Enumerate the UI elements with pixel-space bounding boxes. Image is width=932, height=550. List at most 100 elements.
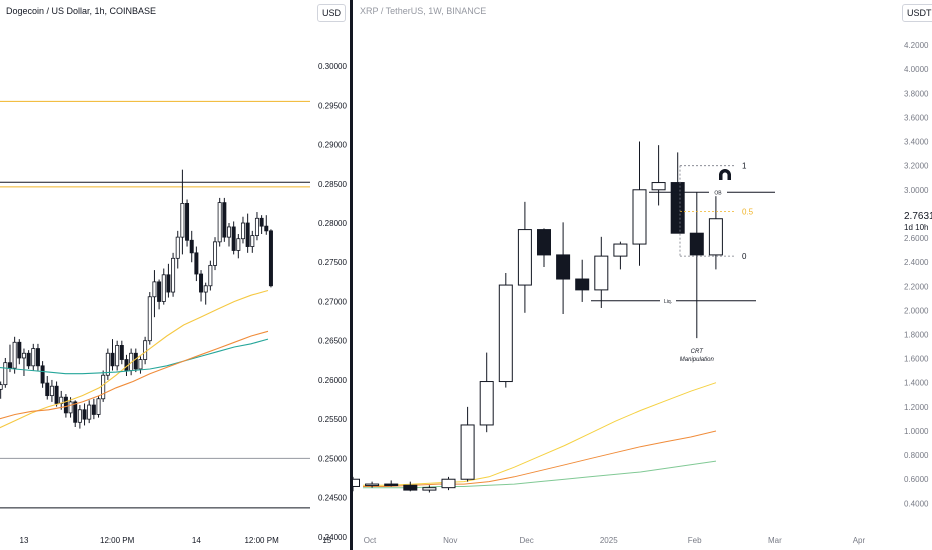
candle-body [68, 401, 73, 414]
candle-body [161, 274, 166, 302]
right-chart-title: XRP / TetherUS, 1W, BINANCE [360, 6, 487, 16]
range-high-label: 1 [742, 162, 747, 171]
y-axis-tick-label: 0.6000 [904, 475, 929, 484]
y-axis-tick-label: 0.4000 [904, 499, 929, 508]
y-axis-tick-label: 2.6000 [904, 234, 929, 243]
liquidity-label: Liq. [664, 299, 672, 305]
last-price-backdrop [902, 206, 932, 233]
candle-body [21, 352, 26, 359]
x-axis-tick-label: Dec [520, 536, 534, 545]
moving-average-line [0, 289, 269, 429]
x-axis-tick-label: 2025 [600, 536, 618, 545]
candle-body [91, 404, 96, 415]
magnet-marker-shape [719, 169, 731, 180]
candle-body [3, 362, 8, 386]
bar-countdown-label: 1d 10h [904, 223, 929, 232]
y-axis-tick-label: 0.29000 [318, 141, 347, 150]
y-axis-tick-label: 0.27000 [318, 297, 347, 306]
candle-body [166, 274, 171, 293]
candle-body [17, 341, 22, 359]
y-axis-tick-label: 3.0000 [904, 186, 929, 195]
candle-body [632, 189, 647, 245]
candle-body [441, 478, 456, 489]
moving-average-line [363, 460, 717, 489]
candle-body [575, 278, 590, 291]
range-low-label: 0 [742, 252, 747, 261]
y-axis-tick-label: 2.2000 [904, 282, 929, 291]
right-currency-badge[interactable]: USDT [902, 4, 932, 22]
candle-body [7, 362, 12, 369]
y-axis-tick-label: 0.30000 [318, 62, 347, 71]
candle-body [651, 182, 666, 191]
moving-average-line [363, 382, 717, 486]
x-axis-tick-label: 13 [20, 536, 29, 545]
moving-average-line [363, 430, 717, 487]
candle-body [498, 284, 513, 383]
candle-body [87, 404, 92, 420]
y-axis-tick-label: 0.28500 [318, 180, 347, 189]
liquidity-label-bg [660, 296, 676, 305]
candle-body [264, 225, 269, 232]
x-axis-tick-label: Feb [688, 536, 702, 545]
x-axis-tick-label: 12:00 PM [244, 536, 279, 545]
y-axis-tick-label: 0.24500 [318, 494, 347, 503]
candle-body [101, 374, 106, 400]
crt-label: CRT [691, 349, 705, 355]
order-block-label: OB [714, 191, 722, 197]
x-axis-tick-label: 14 [192, 536, 201, 545]
y-axis-tick-label: 0.29500 [318, 101, 347, 110]
candle-body [594, 255, 609, 291]
magnet-marker-icon [719, 169, 731, 180]
candle-body [226, 226, 231, 238]
candle-body [208, 264, 213, 287]
candle-body [40, 365, 45, 384]
candle-body [96, 398, 101, 415]
candle-body [259, 217, 264, 227]
candle-body [119, 345, 124, 360]
candle-body [115, 345, 120, 367]
candle-body [171, 257, 176, 293]
candle-body [185, 202, 190, 241]
left-chart-title: Dogecoin / US Dollar, 1h, COINBASE [6, 6, 157, 16]
candle-body [708, 218, 723, 256]
candle-body [231, 226, 236, 251]
range-mid-label: 0.5 [742, 207, 754, 216]
candle-body [143, 340, 148, 360]
candle-body [365, 483, 380, 487]
y-axis-tick-label: 3.2000 [904, 162, 929, 171]
y-axis-tick-label: 0.26500 [318, 337, 347, 346]
y-axis-tick-label: 4.0000 [904, 65, 929, 74]
candle-body [613, 243, 628, 257]
candle-body [422, 487, 437, 491]
candle-body [110, 352, 115, 367]
x-axis-tick-label: Oct [364, 536, 377, 545]
candle-body [556, 254, 571, 280]
pane-divider[interactable] [350, 0, 353, 550]
candle-body [77, 409, 82, 423]
dogecoin-chart-pane[interactable]: 0.30000 0.29500 0.29000 0.28500 0.28000 0.275… [0, 0, 350, 550]
y-axis-tick-label: 3.4000 [904, 138, 929, 147]
candle-body [49, 385, 54, 397]
x-axis-tick-label: 12:00 PM [100, 536, 135, 545]
candle-body [517, 229, 532, 286]
y-axis-tick-label: 3.8000 [904, 89, 929, 98]
candle-body [245, 222, 250, 247]
candle-body [194, 252, 199, 275]
candle-body [213, 241, 218, 266]
candle-body [35, 348, 40, 367]
xrp-chart-pane[interactable]: 1 0.5 0 OB Liq. CRT Manipulation 4.2000 4.0000 3.… [353, 0, 932, 550]
y-axis-tick-label: 0.25500 [318, 415, 347, 424]
left-currency-badge[interactable]: USD [317, 4, 347, 22]
candle-body [26, 352, 31, 367]
y-axis-tick-label: 0.8000 [904, 451, 929, 460]
candle-body [537, 229, 551, 256]
candle-body [460, 424, 475, 480]
y-axis-tick-label: 0.27500 [318, 258, 347, 267]
candle-body [12, 341, 17, 369]
candle-body [133, 352, 138, 370]
candle-body [199, 273, 204, 293]
candle-body [479, 381, 494, 426]
candle-body [268, 230, 273, 287]
order-block-label-bg [709, 188, 727, 197]
y-axis-tick-label: 4.2000 [904, 41, 929, 50]
